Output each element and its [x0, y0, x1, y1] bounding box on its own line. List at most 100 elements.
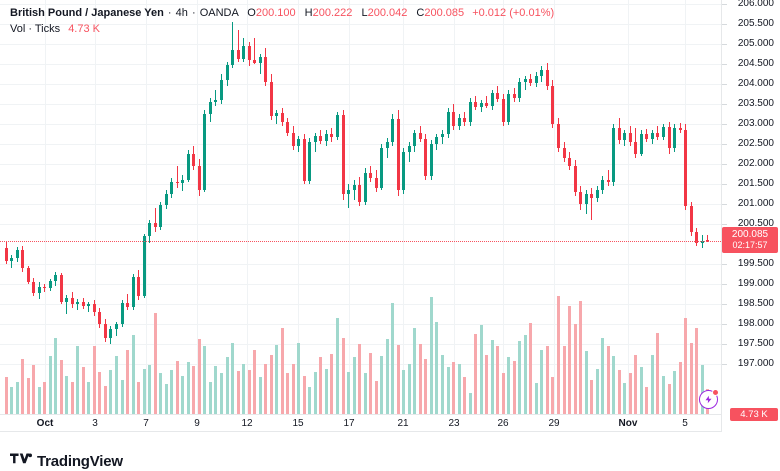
grid-line-horizontal: [0, 264, 721, 265]
volume-bar: [596, 369, 599, 414]
volume-bar: [192, 366, 195, 414]
volume-bar: [369, 353, 372, 414]
candle-body-bullish: [640, 134, 643, 154]
candle-body-bullish: [259, 56, 262, 64]
candle-body-bearish: [93, 304, 96, 312]
volume-bar: [546, 346, 549, 414]
chart-plot-area[interactable]: [0, 0, 721, 414]
price-tick-dash: [722, 184, 727, 185]
candle-body-bullish: [220, 80, 223, 100]
volume-bar: [668, 384, 671, 414]
volume-bar: [701, 365, 704, 414]
volume-bar: [612, 356, 615, 414]
volume-bar: [507, 357, 510, 414]
grid-line-horizontal: [0, 4, 721, 5]
candle-body-bearish: [590, 194, 593, 198]
candle-body-bullish: [165, 194, 168, 205]
price-tick-dash: [722, 304, 727, 305]
candle-body-bearish: [32, 282, 35, 293]
candle-body-bearish: [419, 132, 422, 140]
candle-body-bullish: [308, 142, 311, 181]
candle-body-bearish: [579, 192, 582, 204]
candle-body-bearish: [358, 184, 361, 202]
candle-body-bullish: [364, 172, 367, 202]
volume-bar: [27, 378, 30, 414]
volume-bar: [585, 351, 588, 414]
grid-line-horizontal: [0, 64, 721, 65]
candle-body-bullish: [430, 144, 433, 176]
volume-bar: [551, 377, 554, 414]
time-tick-label: 3: [92, 418, 98, 429]
volume-bar: [38, 387, 41, 414]
candle-body-bullish: [623, 132, 626, 140]
candle-body-bullish: [353, 184, 356, 190]
volume-bar: [447, 367, 450, 414]
volume-bar: [176, 361, 179, 414]
grid-line-vertical: [628, 0, 629, 414]
candle-body-bearish: [198, 166, 201, 190]
volume-bar: [76, 346, 79, 414]
candle-body-bearish: [176, 182, 179, 184]
candle-body-bearish: [668, 127, 671, 148]
candle-body-bearish: [253, 60, 256, 64]
time-tick-label: 9: [194, 418, 200, 429]
volume-bar: [618, 370, 621, 414]
candle-body-bullish: [16, 250, 19, 258]
candle-body-bullish: [314, 136, 317, 142]
price-tick-dash: [722, 144, 727, 145]
candle-body-bullish: [701, 240, 704, 244]
volume-bar: [275, 345, 278, 414]
candle-body-bullish: [662, 127, 665, 137]
candle-body-bullish: [601, 180, 604, 190]
volume-bar: [557, 296, 560, 414]
last-price-value: 200.085: [731, 228, 769, 240]
price-tick-dash: [722, 44, 727, 45]
volume-bar: [93, 346, 96, 414]
candle-body-bearish: [679, 128, 682, 130]
price-axis[interactable]: 200.085 02:17:57 4.73 K 206.000 205.500 20…: [722, 0, 780, 432]
volume-bar: [579, 301, 582, 414]
volume-bar: [413, 328, 416, 414]
candle-wick: [486, 96, 487, 108]
candle-body-bullish: [386, 142, 389, 148]
volume-bar: [452, 362, 455, 414]
candle-body-bearish: [695, 232, 698, 244]
price-tick-dash: [722, 224, 727, 225]
lightning-bolt-icon[interactable]: [699, 389, 719, 409]
volume-bar: [480, 325, 483, 414]
time-tick-label: 29: [548, 418, 560, 429]
grid-line-vertical: [45, 0, 46, 414]
volume-bar: [441, 355, 444, 414]
candle-body-bearish: [502, 99, 505, 122]
candle-body-bearish: [292, 132, 295, 146]
chart-frame[interactable]: Oct 3 7 9 12 15 17 21 23 26 29 Nov 5: [0, 0, 722, 432]
volume-bar: [458, 364, 461, 414]
price-tick-dash: [722, 104, 727, 105]
candle-body-bullish: [121, 303, 124, 324]
price-tick-dash: [722, 64, 727, 65]
volume-bar: [695, 328, 698, 414]
candle-body-bearish: [397, 119, 400, 190]
last-price-line: [0, 240, 721, 242]
candle-body-bullish: [325, 134, 328, 141]
price-tick-dash: [722, 344, 727, 345]
time-axis[interactable]: Oct 3 7 9 12 15 17 21 23 26 29 Nov 5: [0, 414, 721, 431]
price-tick-label: 197.500: [737, 338, 774, 349]
candle-body-bearish: [71, 298, 74, 304]
last-price-badge[interactable]: 200.085 02:17:57: [722, 226, 778, 253]
candle-body-bullish: [115, 324, 118, 329]
candle-body-bearish: [82, 301, 85, 307]
volume-bar: [16, 382, 19, 414]
volume-bar: [645, 387, 648, 414]
candle-wick: [254, 38, 255, 64]
volume-badge[interactable]: 4.73 K: [730, 408, 778, 421]
volume-bar: [380, 356, 383, 414]
candle-body-bullish: [297, 139, 300, 146]
candle-body-bullish: [347, 190, 350, 194]
candle-body-bullish: [109, 328, 112, 338]
candle-body-bullish: [480, 103, 483, 108]
volume-bar: [270, 355, 273, 414]
volume-bar: [673, 371, 676, 414]
volume-bar: [132, 335, 135, 414]
